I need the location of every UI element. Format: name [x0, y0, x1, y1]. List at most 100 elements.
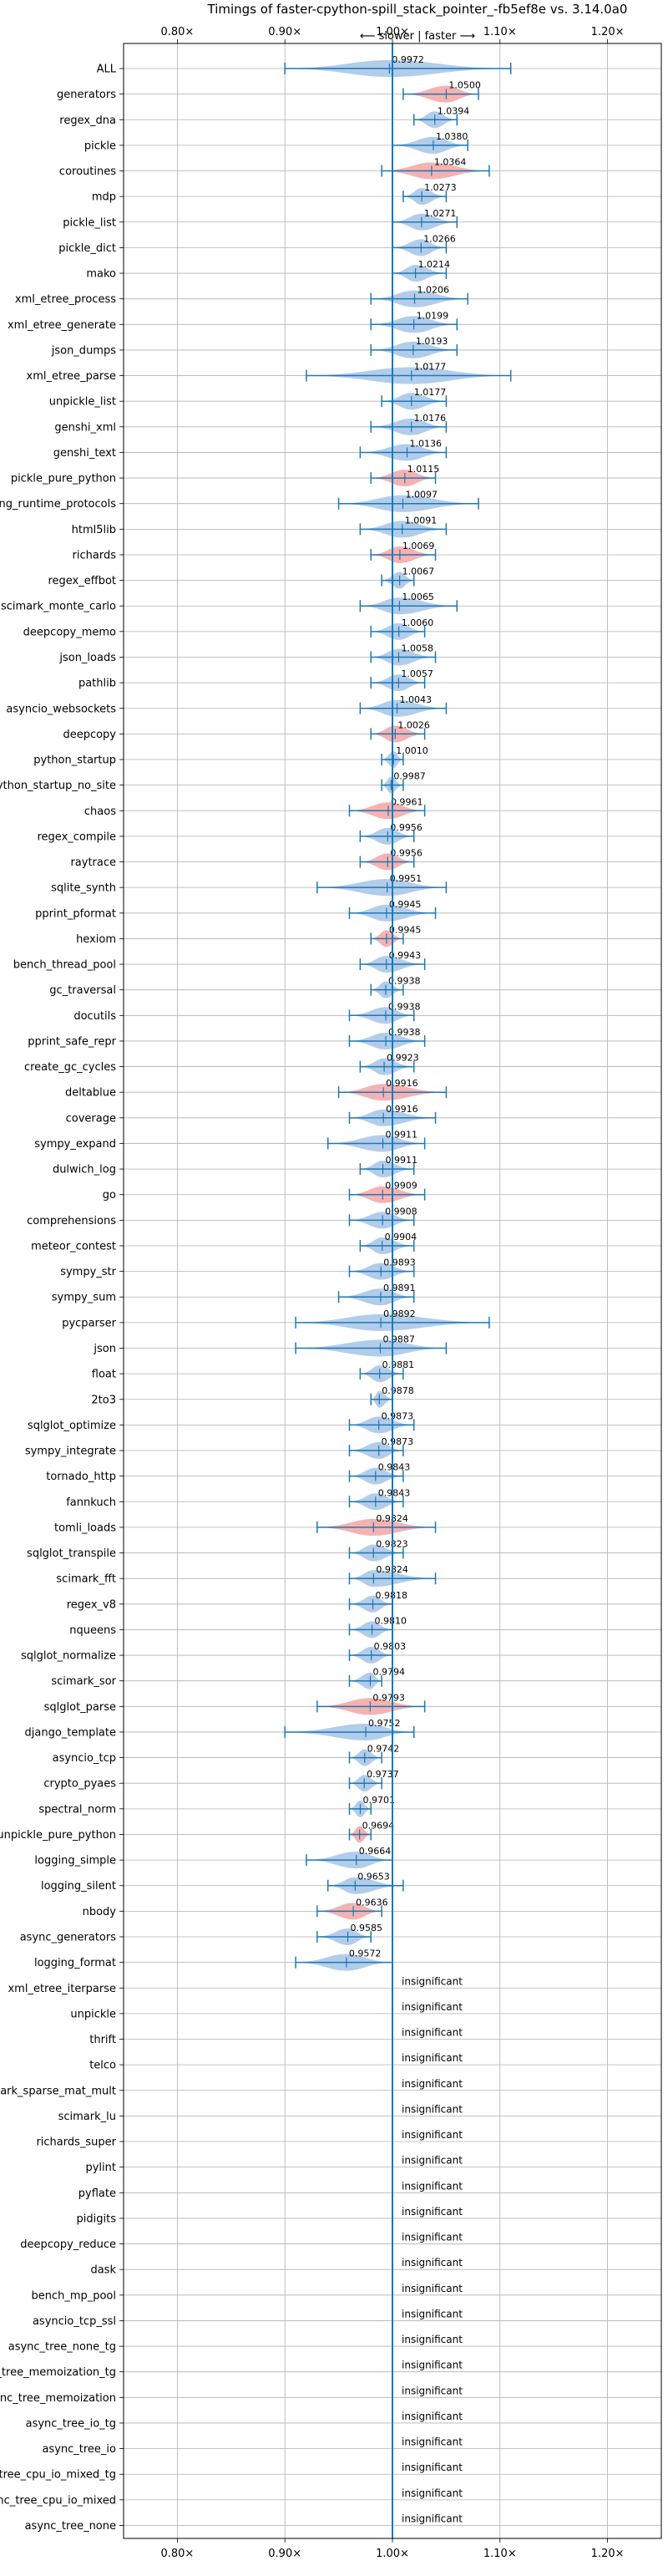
- benchmark-label: async_tree_memoization_tg: [0, 2366, 116, 2379]
- value-label: 1.0091: [405, 515, 438, 526]
- benchmark-label: richards_super: [36, 2137, 116, 2149]
- benchmark-label: dask: [90, 2264, 116, 2277]
- x-tick-label-top: 1.20×: [591, 26, 625, 38]
- benchmark-label: regex_compile: [37, 831, 116, 843]
- benchmark-label: sympy_integrate: [25, 1446, 116, 1458]
- value-label: 1.0026: [397, 719, 429, 730]
- value-label: 0.9803: [374, 1641, 407, 1652]
- benchmark-label: json_dumps: [51, 344, 116, 357]
- value-label: 0.9956: [390, 848, 423, 859]
- benchmark-label: unpickle: [70, 2008, 116, 2020]
- insignificant-label: insignificant: [402, 2027, 463, 2039]
- value-label: 0.9636: [356, 1897, 388, 1908]
- benchmark-label: async_tree_none: [25, 2520, 116, 2533]
- value-label: 1.0266: [423, 233, 456, 244]
- benchmark-label: tomli_loads: [54, 1522, 116, 1534]
- value-label: 0.9793: [372, 1692, 405, 1703]
- value-label: 0.9742: [367, 1744, 400, 1755]
- value-label: 0.9911: [386, 1155, 418, 1166]
- value-label: 1.0115: [407, 464, 440, 475]
- benchmark-label: nbody: [83, 1906, 117, 1918]
- benchmark-label: pidigits: [77, 2213, 117, 2225]
- benchmark-label: bench_thread_pool: [13, 959, 116, 972]
- x-tick-label-bottom: 1.10×: [483, 2548, 517, 2560]
- value-label: 0.9909: [385, 1181, 418, 1191]
- value-label: 1.0097: [405, 490, 438, 500]
- benchmark-label: deepcopy_reduce: [20, 2238, 116, 2251]
- benchmark-label: django_template: [25, 1726, 116, 1739]
- benchmark-label: scimark_sparse_mat_mult: [0, 2085, 116, 2097]
- benchmark-label: bench_mp_pool: [31, 2289, 116, 2302]
- benchmark-label: crypto_pyaes: [43, 1778, 116, 1791]
- benchmark-label: async_tree_io: [42, 2443, 116, 2456]
- benchmark-label: async_generators: [20, 1931, 117, 1943]
- insignificant-label: insignificant: [402, 2512, 463, 2524]
- benchmark-label: pycparser: [62, 1317, 116, 1329]
- benchmark-label: sympy_expand: [34, 1138, 116, 1151]
- insignificant-label: insignificant: [402, 2103, 463, 2115]
- benchmark-label: logging_format: [34, 1957, 116, 1969]
- benchmark-label: xml_etree_iterparse: [8, 1983, 116, 1995]
- benchmark-label: pickle: [84, 140, 116, 152]
- benchmark-label: ALL: [97, 64, 117, 76]
- value-label: 0.9916: [386, 1078, 418, 1089]
- value-label: 1.0273: [424, 182, 457, 193]
- insignificant-label: insignificant: [402, 1975, 463, 1987]
- benchmark-label: float: [92, 1369, 116, 1381]
- benchmark-label: asyncio_tcp: [53, 1752, 116, 1765]
- benchmark-label: scimark_monte_carlo: [1, 601, 116, 613]
- insignificant-label: insignificant: [402, 2385, 463, 2396]
- value-label: 0.9956: [390, 822, 423, 833]
- value-label: 1.0271: [424, 208, 457, 219]
- benchmark-label: mako: [86, 268, 116, 281]
- value-label: 0.9938: [388, 976, 421, 987]
- value-label: 0.9945: [389, 899, 422, 910]
- value-label: 0.9572: [349, 1949, 382, 1959]
- benchmark-label: scimark_sor: [51, 1675, 116, 1688]
- benchmark-label: pprint_safe_repr: [28, 1035, 116, 1048]
- value-label: 0.9843: [378, 1487, 411, 1498]
- benchmark-label: logging_simple: [34, 1855, 116, 1867]
- value-label: 1.0380: [436, 131, 468, 142]
- value-label: 0.9887: [382, 1334, 415, 1345]
- insignificant-label: insignificant: [402, 2052, 463, 2064]
- value-label: 0.9945: [389, 924, 422, 935]
- insignificant-label: insignificant: [402, 2360, 463, 2371]
- benchmark-label: genshi_xml: [54, 421, 116, 434]
- benchmark-label: mdp: [92, 191, 116, 204]
- benchmark-label: python_startup: [33, 755, 116, 767]
- value-label: 0.9810: [375, 1615, 407, 1626]
- benchmark-label: coverage: [66, 1112, 116, 1125]
- direction-note: ⟵ slower | faster ⟶: [360, 30, 475, 43]
- value-label: 0.9881: [382, 1359, 415, 1370]
- benchmark-label: 2to3: [91, 1394, 116, 1406]
- value-label: 1.0214: [418, 259, 451, 270]
- insignificant-label: insignificant: [402, 2129, 463, 2141]
- value-label: 1.0193: [416, 336, 448, 347]
- value-label: 0.9664: [359, 1846, 392, 1857]
- benchmark-label: scimark_lu: [58, 2111, 116, 2123]
- insignificant-label: insignificant: [402, 2283, 463, 2294]
- benchmark-label: create_gc_cycles: [24, 1061, 116, 1074]
- x-tick-label-bottom: 1.20×: [591, 2548, 625, 2560]
- value-label: 0.9843: [378, 1462, 411, 1473]
- benchmark-label: async_tree_cpu_io_mixed_tg: [0, 2469, 116, 2482]
- value-label: 0.9893: [383, 1258, 416, 1268]
- value-label: 0.9794: [372, 1667, 405, 1678]
- insignificant-label: insignificant: [402, 2180, 463, 2192]
- value-label: 0.9737: [367, 1769, 399, 1780]
- benchmark-label: raytrace: [70, 856, 116, 869]
- insignificant-label: insignificant: [402, 2487, 463, 2499]
- benchmark-label: generators: [57, 89, 116, 101]
- value-label: 0.9938: [388, 1027, 421, 1038]
- value-label: 1.0500: [448, 80, 481, 91]
- value-label: 0.9873: [382, 1410, 414, 1421]
- value-label: 0.9752: [368, 1718, 401, 1729]
- value-label: 0.9873: [382, 1436, 414, 1447]
- value-label: 0.9987: [393, 771, 426, 782]
- benchmark-label: go: [103, 1189, 116, 1202]
- benchmark-label: scimark_fft: [56, 1573, 116, 1586]
- benchmark-label: sqlite_synth: [51, 882, 116, 895]
- value-label: 1.0364: [434, 157, 467, 168]
- benchmark-label: sqlglot_parse: [44, 1701, 116, 1714]
